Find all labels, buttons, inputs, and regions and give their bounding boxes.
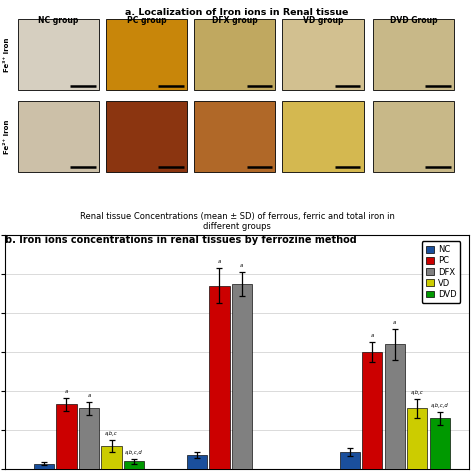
Bar <box>362 352 383 469</box>
Text: a: a <box>393 319 396 325</box>
Bar <box>18 19 99 91</box>
Bar <box>339 452 360 469</box>
Bar <box>209 285 229 469</box>
Bar <box>430 419 450 469</box>
Bar <box>373 101 454 172</box>
Bar <box>34 464 54 469</box>
Bar <box>283 19 364 91</box>
Text: b. Iron ions concentrations in renal tissues by ferrozine method: b. Iron ions concentrations in renal tis… <box>5 235 356 245</box>
Text: a,b,c: a,b,c <box>105 431 118 436</box>
Bar <box>187 455 207 469</box>
Bar <box>384 344 405 469</box>
Legend: NC, PC, DFX, VD, DVD: NC, PC, DFX, VD, DVD <box>422 241 460 303</box>
Bar <box>283 101 364 172</box>
Title: Renal tissue Concentrations (mean ± SD) of ferrous, ferric and total iron in
dif: Renal tissue Concentrations (mean ± SD) … <box>80 212 394 231</box>
Text: a: a <box>240 264 244 268</box>
Bar <box>101 446 122 469</box>
Bar <box>407 408 428 469</box>
Text: a: a <box>371 333 374 338</box>
Text: a,b,c,d: a,b,c,d <box>125 450 143 455</box>
Bar <box>373 19 454 91</box>
Bar <box>18 101 99 172</box>
Text: Fe³⁺ Iron: Fe³⁺ Iron <box>4 38 10 72</box>
Text: NC group: NC group <box>38 16 78 25</box>
Text: a,b,c,d: a,b,c,d <box>431 403 449 408</box>
Text: a: a <box>218 259 221 264</box>
Text: PC group: PC group <box>127 16 166 25</box>
Bar <box>106 101 187 172</box>
Text: VD group: VD group <box>303 16 343 25</box>
Text: DVD Group: DVD Group <box>390 16 438 25</box>
Bar <box>124 462 144 469</box>
Text: a: a <box>65 389 68 394</box>
Text: DFX group: DFX group <box>212 16 257 25</box>
Text: a: a <box>87 393 91 398</box>
Bar <box>194 19 275 91</box>
Bar <box>232 284 252 469</box>
Bar <box>106 19 187 91</box>
Text: Fe²⁺ Iron: Fe²⁺ Iron <box>4 119 10 154</box>
Bar <box>56 404 77 469</box>
Text: a,b,c: a,b,c <box>411 390 424 395</box>
Bar <box>194 101 275 172</box>
Text: a. Localization of Iron ions in Renal tissue: a. Localization of Iron ions in Renal ti… <box>125 8 349 17</box>
Bar <box>79 408 99 469</box>
